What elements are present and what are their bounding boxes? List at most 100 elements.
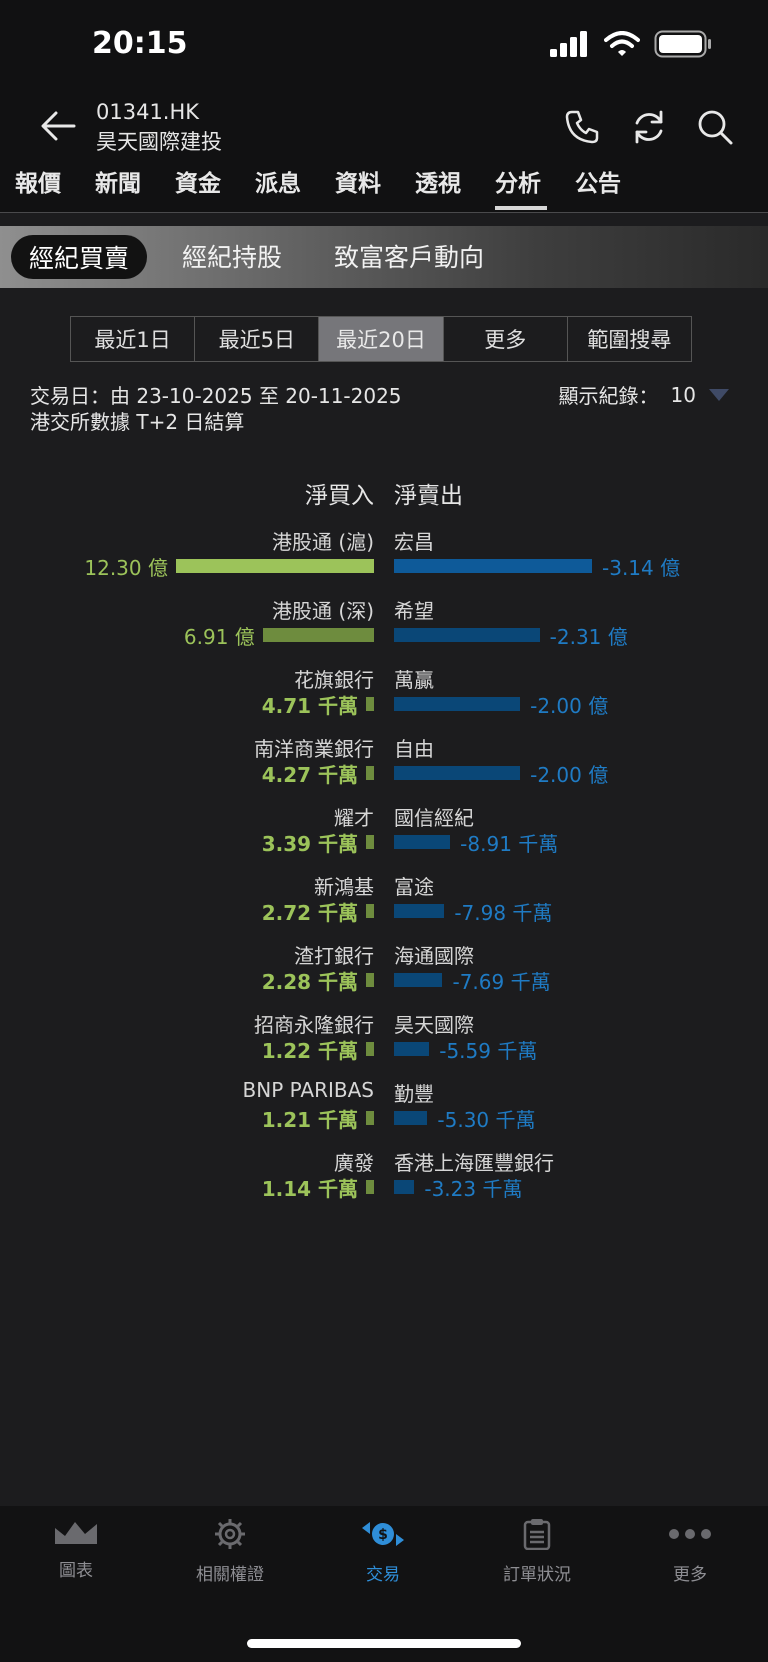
- buy-value-label: 12.30 億: [84, 556, 168, 580]
- seller-name[interactable]: 希望: [394, 599, 434, 623]
- sell-bar: [394, 1042, 430, 1056]
- phone-icon[interactable]: [563, 108, 601, 146]
- buy-value-label: 3.39 千萬: [261, 832, 358, 856]
- sell-bar: [394, 835, 451, 849]
- dropdown-triangle-icon[interactable]: [708, 388, 730, 402]
- sell-value-label: -5.30 千萬: [437, 1108, 536, 1132]
- period-more[interactable]: 更多: [444, 317, 568, 361]
- tab-info[interactable]: 資料: [335, 171, 381, 197]
- buyer-name[interactable]: 招商永隆銀行: [254, 1013, 374, 1037]
- more-icon: [669, 1529, 711, 1539]
- sell-bar: [394, 973, 443, 987]
- sell-value-label: -8.91 千萬: [460, 832, 559, 856]
- subtab-client-flow[interactable]: 致富客戶動向: [334, 243, 485, 272]
- nav-trade[interactable]: $ 交易: [323, 1518, 443, 1585]
- nav-order-status-label: 訂單狀況: [503, 1565, 571, 1585]
- buyer-name[interactable]: 南洋商業銀行: [254, 737, 374, 761]
- tab-news[interactable]: 新聞: [95, 171, 141, 197]
- buy-value-label: 1.22 千萬: [261, 1039, 358, 1063]
- period-20d[interactable]: 最近20日: [319, 317, 444, 361]
- buyer-name[interactable]: 港股通 (深): [272, 599, 374, 623]
- buyer-name[interactable]: 花旗銀行: [294, 668, 374, 692]
- buy-value-label: 2.28 千萬: [261, 970, 358, 994]
- refresh-icon[interactable]: [630, 108, 668, 146]
- tab-bar: 報價 新聞 資金 派息 資料 透視 分析 公告: [0, 160, 768, 213]
- status-time: 20:15: [92, 26, 188, 61]
- buyer-name[interactable]: 渣打銀行: [294, 944, 374, 968]
- sell-bar: [394, 1111, 428, 1125]
- nav-warrants[interactable]: 相關權證: [170, 1518, 290, 1585]
- buy-bar: [262, 628, 374, 642]
- period-selector: 最近1日 最近5日 最近20日 更多 範圍搜尋: [70, 316, 692, 362]
- sell-value-label: -5.59 千萬: [439, 1039, 538, 1063]
- seller-name[interactable]: 國信經紀: [394, 806, 474, 830]
- back-arrow-icon[interactable]: [38, 106, 78, 146]
- sell-bar: [394, 1180, 415, 1194]
- buy-value-label: 4.27 千萬: [261, 763, 358, 787]
- seller-name[interactable]: 自由: [394, 737, 434, 761]
- sell-value-label: -3.14 億: [602, 556, 681, 580]
- buy-bar: [366, 973, 374, 987]
- nav-more[interactable]: 更多: [630, 1518, 750, 1585]
- search-icon[interactable]: [696, 108, 734, 146]
- buyer-name[interactable]: 耀才: [334, 806, 374, 830]
- bottom-nav: 圖表 相關權證 $ 交易 訂單狀況 更多: [0, 1506, 768, 1662]
- status-icons: [550, 30, 712, 58]
- gear-icon: [215, 1519, 245, 1549]
- tab-dividend[interactable]: 派息: [255, 171, 301, 197]
- top-area: [0, 0, 768, 212]
- buy-bar: [366, 697, 374, 711]
- buy-value-label: 4.71 千萬: [261, 694, 358, 718]
- tab-announcements[interactable]: 公告: [575, 171, 621, 197]
- sell-value-label: -7.69 千萬: [452, 970, 551, 994]
- settlement-note: 港交所數據 T+2 日結算: [30, 410, 245, 434]
- trade-date-range: 交易日：由 23-10-2025 至 20-11-2025: [30, 384, 402, 408]
- net-sell-header: 淨賣出: [394, 483, 463, 509]
- seller-name[interactable]: 昊天國際: [394, 1013, 474, 1037]
- sell-value-label: -3.23 千萬: [424, 1177, 523, 1201]
- period-range-search[interactable]: 範圍搜尋: [587, 328, 672, 352]
- sell-bar: [394, 559, 592, 573]
- net-buy-header: 淨買入: [305, 483, 374, 509]
- nav-order-status[interactable]: 訂單狀況: [477, 1518, 597, 1585]
- signal-icon: [550, 31, 587, 57]
- buy-bar: [366, 835, 374, 849]
- buy-bar: [366, 1180, 374, 1194]
- sell-value-label: -2.31 億: [549, 625, 628, 649]
- sell-bar: [394, 697, 521, 711]
- tab-analysis[interactable]: 分析: [495, 171, 541, 197]
- records-selector[interactable]: 顯示紀錄： 10: [559, 380, 730, 409]
- buyer-name[interactable]: BNP PARIBAS: [242, 1078, 374, 1102]
- sell-bar: [394, 766, 521, 780]
- chart-icon: [55, 1522, 97, 1544]
- clipboard-icon: [523, 1519, 551, 1551]
- seller-name[interactable]: 萬贏: [394, 668, 434, 692]
- period-5d[interactable]: 最近5日: [195, 317, 320, 361]
- tab-funds[interactable]: 資金: [175, 171, 221, 197]
- buy-value-label: 1.21 千萬: [261, 1108, 358, 1132]
- seller-name[interactable]: 海通國際: [394, 944, 474, 968]
- buy-bar: [176, 559, 374, 573]
- nav-chart[interactable]: 圖表: [16, 1518, 136, 1581]
- buyer-name[interactable]: 港股通 (滬): [272, 530, 374, 554]
- subtab-broker-trades[interactable]: 經紀買賣: [11, 235, 148, 279]
- header: 01341.HK 昊天國際建投: [0, 96, 768, 156]
- seller-name[interactable]: 香港上海匯豐銀行: [394, 1151, 554, 1175]
- subtab-broker-holdings[interactable]: 經紀持股: [182, 243, 283, 272]
- buy-value-label: 6.91 億: [183, 625, 255, 649]
- buy-value-label: 2.72 千萬: [261, 901, 358, 925]
- sell-value-label: -2.00 億: [530, 694, 609, 718]
- buyer-name[interactable]: 廣發: [334, 1151, 374, 1175]
- seller-name[interactable]: 富途: [394, 875, 434, 899]
- period-1d[interactable]: 最近1日: [71, 317, 196, 361]
- home-indicator: [247, 1639, 521, 1648]
- seller-name[interactable]: 宏昌: [394, 530, 434, 554]
- sell-value-label: -7.98 千萬: [454, 901, 553, 925]
- buyer-name[interactable]: 新鴻基: [314, 875, 374, 899]
- tab-insight[interactable]: 透視: [415, 171, 461, 197]
- nav-trade-label: 交易: [366, 1565, 400, 1585]
- battery-icon: [654, 30, 711, 58]
- buy-bar: [366, 1042, 374, 1056]
- tab-quote[interactable]: 報價: [15, 171, 61, 197]
- seller-name[interactable]: 勤豐: [394, 1082, 434, 1106]
